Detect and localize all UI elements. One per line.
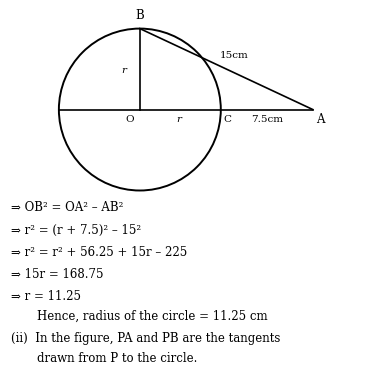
Text: r: r [121, 66, 126, 75]
Text: drawn from P to the circle.: drawn from P to the circle. [37, 352, 197, 365]
Text: ⇒ OB² = OA² – AB²: ⇒ OB² = OA² – AB² [11, 202, 123, 215]
Text: Hence, radius of the circle = 11.25 cm: Hence, radius of the circle = 11.25 cm [37, 310, 268, 323]
Text: A: A [316, 113, 325, 126]
Text: ⇒ r = 11.25: ⇒ r = 11.25 [11, 290, 81, 303]
Text: r: r [176, 115, 181, 124]
Text: B: B [135, 9, 144, 22]
Text: ⇒ 15r = 168.75: ⇒ 15r = 168.75 [11, 268, 103, 281]
Text: 7.5cm: 7.5cm [251, 115, 283, 124]
Text: ⇒ r² = (r + 7.5)² – 15²: ⇒ r² = (r + 7.5)² – 15² [11, 224, 141, 237]
Text: C: C [224, 115, 232, 124]
Text: ⇒ r² = r² + 56.25 + 15r – 225: ⇒ r² = r² + 56.25 + 15r – 225 [11, 246, 187, 259]
Text: O: O [126, 115, 134, 124]
Text: (ii)  In the figure, PA and PB are the tangents: (ii) In the figure, PA and PB are the ta… [11, 332, 280, 345]
Text: 15cm: 15cm [219, 51, 248, 60]
